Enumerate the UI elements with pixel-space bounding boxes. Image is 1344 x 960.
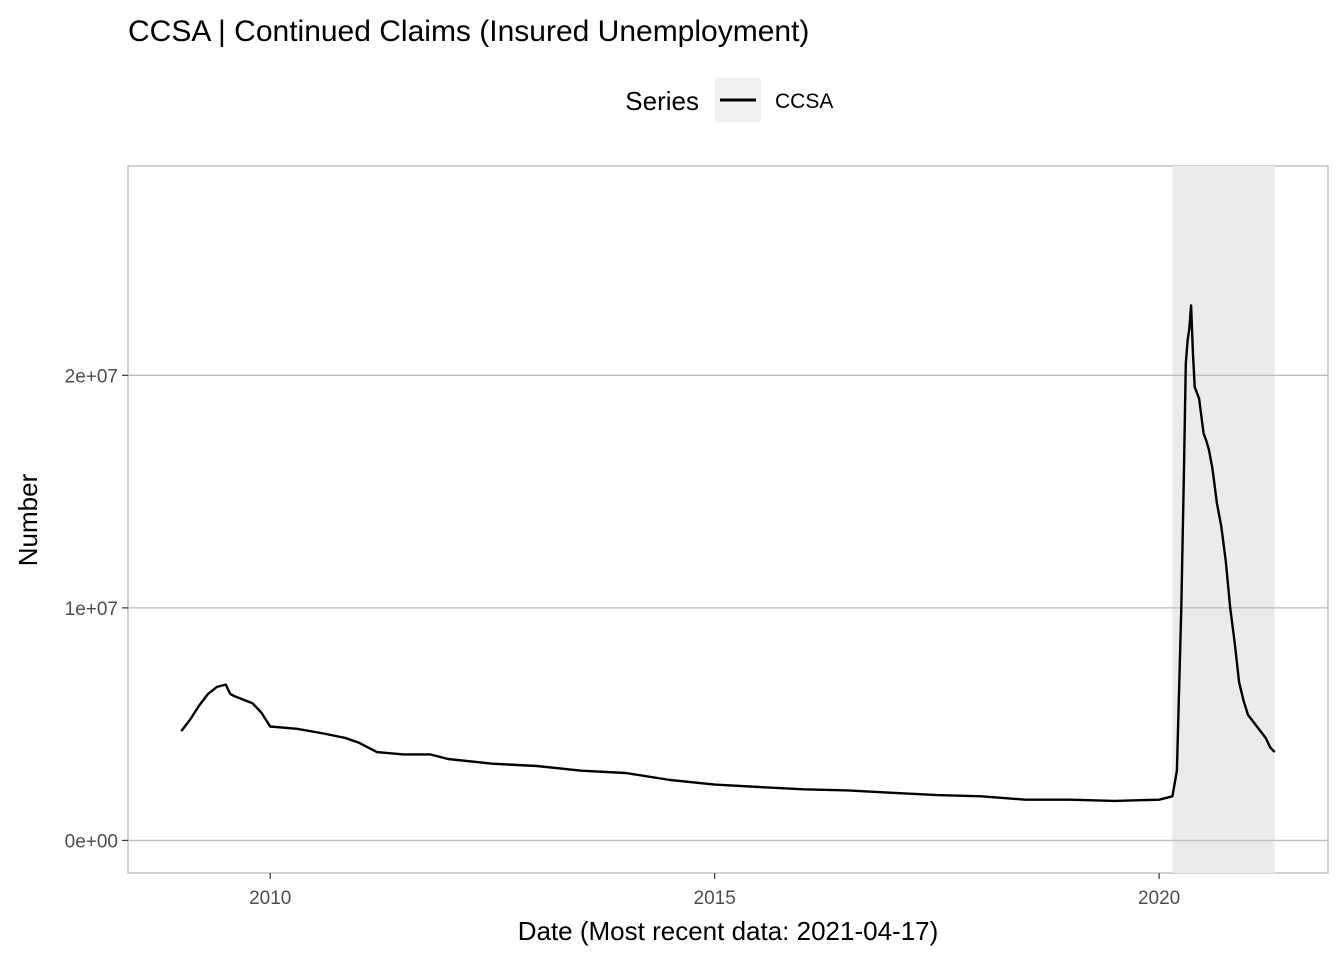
y-tick-label: 2e+07 — [65, 366, 118, 387]
legend-entry-ccsa: CCSA — [775, 90, 833, 113]
y-tick-label: 1e+07 — [65, 599, 118, 620]
series-line-ccsa — [180, 304, 1276, 803]
y-axis: 0e+00 1e+07 2e+07 — [65, 366, 128, 852]
legend: Series CCSA — [625, 78, 833, 122]
x-axis: 2010 2015 2020 — [249, 873, 1180, 909]
y-tick-label: 0e+00 — [65, 831, 118, 852]
chart-title: CCSA | Continued Claims (Insured Unemplo… — [128, 15, 809, 48]
shaded-region — [1172, 166, 1275, 873]
x-tick-label: 2015 — [694, 888, 736, 909]
plot-panel — [127, 165, 1329, 874]
x-tick-label: 2010 — [249, 888, 291, 909]
legend-title: Series — [625, 86, 699, 116]
x-tick-label: 2020 — [1138, 888, 1180, 909]
y-axis-title: Number — [13, 473, 43, 566]
gridlines — [128, 374, 1328, 842]
x-axis-title: Date (Most recent data: 2021-04-17) — [518, 916, 939, 946]
